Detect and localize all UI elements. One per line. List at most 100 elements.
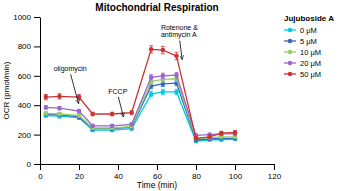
annotation-arrow [71,74,79,103]
tick-mark [34,164,40,165]
series-line [46,49,235,138]
tick: 1000 [13,13,40,22]
error-bar [58,94,62,99]
tick-mark [118,164,119,170]
error-bar [175,89,179,94]
y-axis: 0 200 400 600 800 1000 [13,13,40,169]
legend-label: 0 μM [300,26,317,35]
tick-mark [157,164,158,170]
annotation-arrow [180,41,182,60]
tick: 80 [192,164,201,181]
error-bar [175,52,179,59]
series [44,46,238,141]
tick-label: 600 [18,72,32,81]
tick-mark [34,17,40,18]
point [233,130,238,135]
point [90,124,95,129]
error-bar [149,92,153,97]
x-axis-title: Time (min) [137,180,177,190]
point [90,112,95,117]
tick-mark [40,164,41,170]
tick: 60 [153,164,162,181]
point [129,110,134,115]
tick-label: 0 [27,160,32,169]
point [174,73,179,78]
legend-label: 10 μM [300,48,321,57]
point [174,90,179,95]
legend-marker [288,39,293,44]
point [219,131,224,136]
point [57,94,62,99]
tick-label: 80 [192,172,201,181]
axis-line [40,18,41,165]
tick: 40 [114,164,123,181]
annotation-arrow [118,97,123,117]
tick-mark [34,46,40,47]
annotation-line: Rotenone & [161,24,198,31]
series-line [46,83,235,140]
point [161,48,166,53]
point [110,112,115,117]
error-bar [161,46,165,53]
point [207,135,212,140]
error-bar [219,131,223,135]
marks [44,46,238,144]
tick-label: 0 [38,172,43,181]
error-bar [44,112,48,116]
chart: 0 20 40 60 80 100 120 0 200 400 600 800 1000 oligomyc… [0,0,352,191]
error-bar [44,106,48,110]
point [149,75,154,80]
legend-label: 50 μM [300,70,321,79]
error-bar [91,112,95,116]
legend-marker [288,72,293,77]
tick: 120 [268,164,282,181]
error-bar [77,114,81,118]
title: Mitochondrial Respiration [95,2,218,13]
point [149,92,154,97]
point [110,124,115,129]
tick: 20 [75,164,84,181]
tick: 600 [18,72,40,81]
point [57,112,62,117]
series [44,81,238,142]
tick: 400 [18,101,40,110]
tick-label: 20 [75,172,84,181]
tick-label: 200 [18,131,32,140]
legend-marker [288,50,293,55]
point [129,122,134,127]
tick-label: 100 [229,172,243,181]
point [161,74,166,79]
annotation-line: oligomycin [54,65,87,73]
annotation-line: antimycin A [161,31,197,39]
tick: 0 [38,164,43,181]
tick: 0 [27,160,40,169]
point [44,105,49,110]
error-bar [149,46,153,53]
tick-mark [235,164,236,170]
tick: 200 [18,131,40,140]
point [44,111,49,116]
annotation: Rotenone &antimycin A [161,24,198,40]
tick-label: 1000 [13,13,31,22]
legend-item: 50 μM [284,70,321,79]
error-bar [110,112,114,116]
tick-mark [34,105,40,106]
legend-item: 5 μM [284,37,317,46]
y-axis-title: OCR (pmol/min) [2,61,11,119]
error-bar [175,72,179,77]
error-bar [77,109,81,113]
error-bar [208,135,212,139]
tick-label: 800 [18,42,32,51]
error-bar [130,111,134,115]
legend-label: 5 μM [300,37,317,46]
legend-marker [288,28,293,33]
point [207,135,212,140]
tick: 100 [229,164,243,181]
error-bar [58,106,62,110]
error-bar [161,73,165,78]
error-bar [149,75,153,80]
tick-mark [274,164,275,170]
tick-label: 400 [18,101,32,110]
error-bar [233,131,237,135]
point [77,113,82,118]
